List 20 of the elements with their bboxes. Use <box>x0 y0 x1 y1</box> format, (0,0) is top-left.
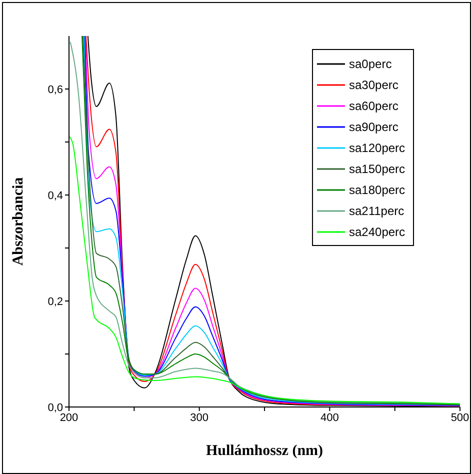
x-tick-label: 200 <box>60 412 78 424</box>
y-tick-label: 0,4 <box>48 190 63 202</box>
y-axis-title: Abszorbancia <box>10 176 26 266</box>
legend-label: sa150perc <box>349 162 406 176</box>
y-tick-label: 0,2 <box>48 296 63 308</box>
y-tick-label: 0,0 <box>48 402 63 414</box>
legend-label: sa120perc <box>349 140 406 154</box>
legend-label: sa240perc <box>349 224 406 238</box>
legend-label: sa211perc <box>349 204 404 218</box>
legend-label: sa180perc <box>349 182 406 196</box>
y-tick-label: 0,6 <box>48 84 63 96</box>
x-tick-label: 500 <box>450 412 470 424</box>
x-axis-title: Hullámhossz (nm) <box>206 443 324 459</box>
legend-label: sa0perc <box>349 56 392 70</box>
line-series <box>69 136 460 404</box>
x-tick-label: 300 <box>190 412 209 424</box>
legend-label: sa90perc <box>349 120 398 134</box>
x-tick-label: 400 <box>320 412 339 424</box>
legend-label: sa30perc <box>349 78 398 92</box>
legend-label: sa60perc <box>349 98 398 112</box>
